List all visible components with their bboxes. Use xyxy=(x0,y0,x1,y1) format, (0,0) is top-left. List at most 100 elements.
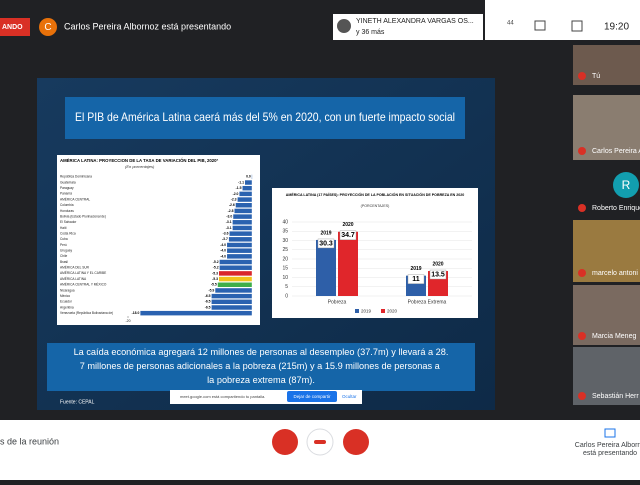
gdp-category: Nicaragua xyxy=(60,288,75,292)
gdp-category: AMÉRICA LATINA xyxy=(60,276,87,281)
gdp-bar xyxy=(227,248,252,252)
gdp-bar xyxy=(234,209,251,213)
gdp-value-label: -5.9 xyxy=(208,288,214,292)
gdp-value-label: -3.0 xyxy=(226,214,232,218)
legend-label: 2019 xyxy=(361,309,372,314)
gdp-bar xyxy=(245,180,252,184)
gdp-category: Costa Rica xyxy=(60,231,76,235)
speaker-name: YINETH ALEXANDRA VARGAS OS... xyxy=(356,18,474,25)
gdp-bar xyxy=(220,265,252,269)
gdp-bar xyxy=(233,220,252,224)
clock: 19:20 xyxy=(604,22,629,33)
gdp-title: AMÉRICA LATINA: PROYECCION DE LA TASA DE… xyxy=(60,158,219,163)
people-count: 44 xyxy=(507,21,514,27)
legend-swatch xyxy=(381,309,385,313)
presenter-text: Carlos Pereira Albornoz está presentando xyxy=(64,21,231,31)
gdp-value-label: -3.6 xyxy=(223,232,229,236)
gdp-category: Brasil xyxy=(60,260,68,264)
poverty-tick-label: 40 xyxy=(282,219,288,225)
poverty-subtitle: (PORCENTAJES) xyxy=(361,204,390,208)
gdp-value-label: -5.2 xyxy=(213,260,219,264)
gdp-bar xyxy=(212,300,252,304)
speaker-others: y 36 más xyxy=(356,29,385,36)
gdp-value-label: -3.1 xyxy=(226,226,232,230)
gdp-category: Uruguay xyxy=(60,249,72,253)
gdp-bar xyxy=(229,237,252,241)
slide-title: El PIB de América Latina caerá más del 5… xyxy=(75,110,455,124)
gdp-value-label: -2.3 xyxy=(231,197,237,201)
gdp-bar xyxy=(233,226,252,230)
poverty-bar xyxy=(316,240,336,296)
mute-icon xyxy=(578,332,586,340)
mic-button[interactable] xyxy=(272,429,298,455)
gdp-value-label: -5.5 xyxy=(211,283,217,287)
gdp-value-label: -2.0 xyxy=(233,192,239,196)
poverty-category: Pobreza xyxy=(328,299,347,305)
gdp-category: El Salvador xyxy=(60,220,77,224)
gdp-value-label: -5.3 xyxy=(212,277,218,281)
participant-name: Carlos Pereira Alb xyxy=(592,148,640,155)
gdp-value-label: -1.5 xyxy=(236,186,242,190)
gdp-bar xyxy=(239,192,251,196)
gdp-category: Haití xyxy=(60,226,67,230)
gdp-category: Argentina xyxy=(60,305,74,309)
gdp-category: Paraguay xyxy=(60,186,74,190)
gdp-tick-label: -20 xyxy=(125,319,130,323)
poverty-value-label: 11 xyxy=(412,276,420,283)
gdp-value-label: -5.2 xyxy=(213,266,219,270)
poverty-tick-label: 15 xyxy=(282,266,288,272)
participant-name: Tú xyxy=(592,73,600,80)
gdp-bar xyxy=(218,283,252,287)
gdp-value-label: -1.1 xyxy=(238,180,244,184)
hangup-icon xyxy=(314,440,326,444)
gdp-bar xyxy=(140,311,251,315)
poverty-series-top: 2020 xyxy=(432,261,443,267)
share-message: meet.google.com está compartiendo tu pan… xyxy=(180,394,265,399)
participant-name: Marcia Meneg xyxy=(592,333,636,340)
gdp-bar xyxy=(212,294,252,298)
gdp-category: AMÉRICA LATINA Y EL CARIBE xyxy=(60,270,106,275)
poverty-series-top: 2020 xyxy=(342,222,353,228)
gdp-bar xyxy=(220,260,252,264)
poverty-value-label: 30.3 xyxy=(319,240,333,247)
gdp-value-label: -6.5 xyxy=(205,305,211,309)
gdp-bar xyxy=(233,214,252,218)
gdp-category: Perú xyxy=(60,243,67,247)
presenting-badge: ANDO xyxy=(2,24,23,31)
gdp-category: Chile xyxy=(60,254,67,258)
gdp-value-label: -3.7 xyxy=(222,237,228,241)
poverty-tick-label: 20 xyxy=(282,256,288,262)
poverty-bar xyxy=(338,232,358,296)
poverty-tick-label: 35 xyxy=(282,229,288,235)
gdp-category: AMÉRICA DEL SUR xyxy=(60,265,90,270)
poverty-title: AMÉRICA LATINA (17 PAÍSES): PROYECCIÓN D… xyxy=(286,192,464,197)
poverty-tick-label: 0 xyxy=(285,293,288,299)
poverty-value-label: 13.5 xyxy=(431,271,445,278)
presenter-initial: C xyxy=(44,22,51,33)
poverty-tick-label: 25 xyxy=(282,247,288,253)
gdp-bar xyxy=(243,186,252,190)
gdp-category: Panamá xyxy=(60,192,72,196)
gdp-category: Bolivia (Estado Plurinacional de) xyxy=(60,214,106,218)
gdp-value-label: -4.0 xyxy=(220,243,226,247)
legend-label: 2020 xyxy=(387,309,398,314)
gdp-category: Honduras xyxy=(60,209,74,213)
poverty-series-top: 2019 xyxy=(410,266,421,272)
gdp-category: Cuba xyxy=(60,237,68,241)
gdp-bar xyxy=(238,197,252,201)
gdp-category: AMÉRICA CENTRAL xyxy=(60,196,90,201)
mute-icon xyxy=(578,204,586,212)
gdp-subtitle: (En porcentajes) xyxy=(125,164,155,169)
camera-button[interactable] xyxy=(343,429,369,455)
participant-name: Sebastián Herr xyxy=(592,393,639,400)
gdp-category: Guatemala xyxy=(60,180,76,184)
gdp-value-label: -2.8 xyxy=(228,209,234,213)
mute-icon xyxy=(578,269,586,277)
poverty-tick-label: 10 xyxy=(282,275,288,281)
gdp-category: República Dominicana xyxy=(60,175,92,179)
poverty-tick-label: 5 xyxy=(285,284,288,290)
participant-initial: R xyxy=(622,178,631,192)
poverty-tick-label: 30 xyxy=(282,238,288,244)
